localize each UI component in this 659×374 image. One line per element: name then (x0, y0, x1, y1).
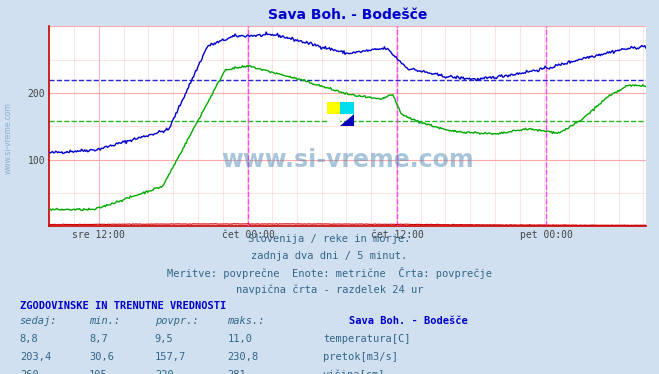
Text: 230,8: 230,8 (227, 352, 258, 362)
Text: pretok[m3/s]: pretok[m3/s] (323, 352, 398, 362)
Text: 8,7: 8,7 (89, 334, 107, 344)
Text: 281: 281 (227, 370, 246, 374)
Text: 203,4: 203,4 (20, 352, 51, 362)
Text: www.si-vreme.com: www.si-vreme.com (3, 102, 13, 174)
Text: min.:: min.: (89, 316, 120, 326)
Text: www.si-vreme.com: www.si-vreme.com (221, 148, 474, 172)
Text: 105: 105 (89, 370, 107, 374)
Text: zadnja dva dni / 5 minut.: zadnja dva dni / 5 minut. (251, 251, 408, 261)
Polygon shape (340, 114, 354, 126)
Text: sedaj:: sedaj: (20, 316, 57, 326)
Text: temperatura[C]: temperatura[C] (323, 334, 411, 344)
Text: Sava Boh. - Bodešče: Sava Boh. - Bodešče (349, 316, 468, 326)
Text: 11,0: 11,0 (227, 334, 252, 344)
Text: povpr.:: povpr.: (155, 316, 198, 326)
Bar (327, 114, 340, 126)
Text: 8,8: 8,8 (20, 334, 38, 344)
Text: Meritve: povprečne  Enote: metrične  Črta: povprečje: Meritve: povprečne Enote: metrične Črta:… (167, 267, 492, 279)
Text: ZGODOVINSKE IN TRENUTNE VREDNOSTI: ZGODOVINSKE IN TRENUTNE VREDNOSTI (20, 301, 226, 311)
Text: 9,5: 9,5 (155, 334, 173, 344)
Text: 260: 260 (20, 370, 38, 374)
Text: maks.:: maks.: (227, 316, 265, 326)
Bar (340, 102, 354, 114)
Text: 30,6: 30,6 (89, 352, 114, 362)
Title: Sava Boh. - Bodešče: Sava Boh. - Bodešče (268, 8, 427, 22)
Text: Slovenija / reke in morje.: Slovenija / reke in morje. (248, 234, 411, 244)
Text: navpična črta - razdelek 24 ur: navpična črta - razdelek 24 ur (236, 284, 423, 295)
Text: 220: 220 (155, 370, 173, 374)
Text: višina[cm]: višina[cm] (323, 370, 386, 374)
Bar (327, 102, 340, 114)
Text: 157,7: 157,7 (155, 352, 186, 362)
